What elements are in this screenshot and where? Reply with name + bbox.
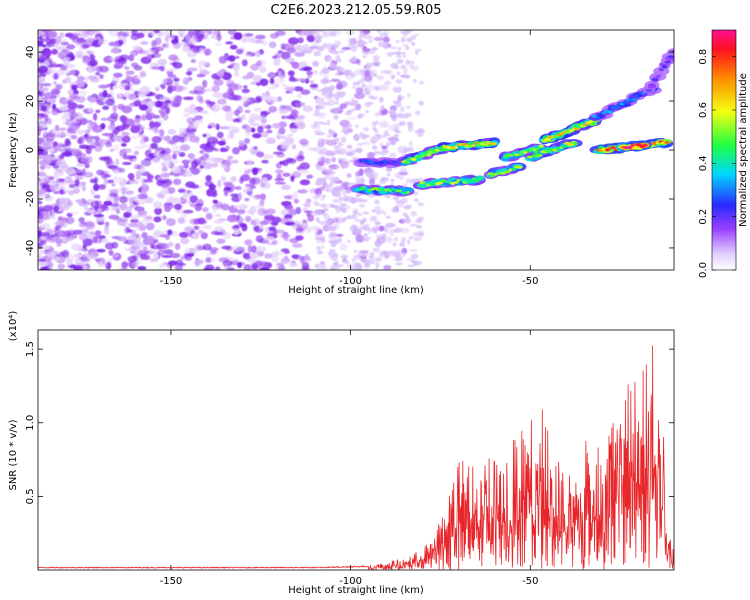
colorbar: 0.0 0.2 0.4 0.6 0.8 Normalized spectral ampl…	[698, 29, 749, 278]
spectral-feature	[483, 162, 527, 180]
noise-speckle-layer	[38, 30, 426, 270]
spectral-feature	[349, 184, 415, 197]
figure-title: C2E6.2023.212.05.59.R05	[270, 3, 441, 18]
spectral-feature	[524, 139, 583, 162]
snr-y-tick-label: 0.5	[25, 488, 36, 504]
spectrogram-y-tick-label: 20	[25, 95, 36, 108]
colorbar-label: Normalized spectral amplitude	[738, 73, 749, 227]
colorbar-ticks: 0.0 0.2 0.4 0.6 0.8	[698, 49, 736, 278]
spectral-feature	[353, 157, 404, 169]
snr-y-tick-label: 1.0	[25, 415, 36, 431]
spectral-feature	[437, 137, 500, 153]
colorbar-tick-label: 0.6	[698, 102, 709, 118]
snr-panel: -150 -100 -50 0.5 1.0 1.5 Height of straight …	[8, 311, 675, 596]
spectrogram-y-axis-label: Frequency (Hz)	[8, 112, 19, 188]
spectrogram-x-axis-label: Height of straight line (km)	[288, 285, 424, 296]
spectral-feature	[538, 115, 603, 145]
spectrogram-x-tick-label: -150	[160, 276, 183, 287]
colorbar-tick-label: 0.0	[698, 262, 709, 278]
snr-x-axis-label: Height of straight line (km)	[288, 585, 424, 596]
snr-series-line	[38, 345, 674, 570]
spectral-feature	[615, 140, 652, 152]
spectral-feature	[412, 174, 486, 190]
snr-y-tick-label: 1.5	[25, 341, 36, 357]
snr-x-tick-label: -50	[522, 576, 538, 587]
spectrogram-y-tick-label: -40	[25, 240, 36, 256]
spectrogram-ticks: -150 -100 -50 -40 -20 0 20 40	[25, 30, 674, 287]
spectrogram-y-tick-label: -20	[25, 191, 36, 207]
spectral-feature	[498, 143, 549, 162]
spectrogram-x-tick-label: -50	[522, 276, 538, 287]
snr-ticks: -150 -100 -50 0.5 1.0 1.5	[25, 330, 674, 587]
spectrogram-y-tick-label: 40	[25, 46, 36, 59]
spectrogram-x-tick-label: -100	[339, 276, 362, 287]
colorbar-tick-label: 0.2	[698, 209, 709, 225]
snr-x-tick-label: -100	[339, 576, 362, 587]
spectrogram-panel: -150 -100 -50 -40 -20 0 20 40 Height of straigh…	[8, 29, 675, 296]
signal-feature-layer	[349, 48, 674, 197]
snr-x-tick-label: -150	[160, 576, 183, 587]
spectral-feature	[642, 48, 674, 94]
spectrogram-y-tick-label: 0	[25, 147, 36, 153]
colorbar-tick-label: 0.8	[698, 49, 709, 65]
colorbar-tick-label: 0.4	[698, 155, 709, 171]
colorbar-gradient	[711, 29, 737, 271]
snr-frame	[37, 329, 675, 571]
snr-multiplier-label: (x10⁴)	[8, 311, 19, 342]
snr-y-axis-label: SNR (10 * v/v)	[8, 419, 19, 490]
